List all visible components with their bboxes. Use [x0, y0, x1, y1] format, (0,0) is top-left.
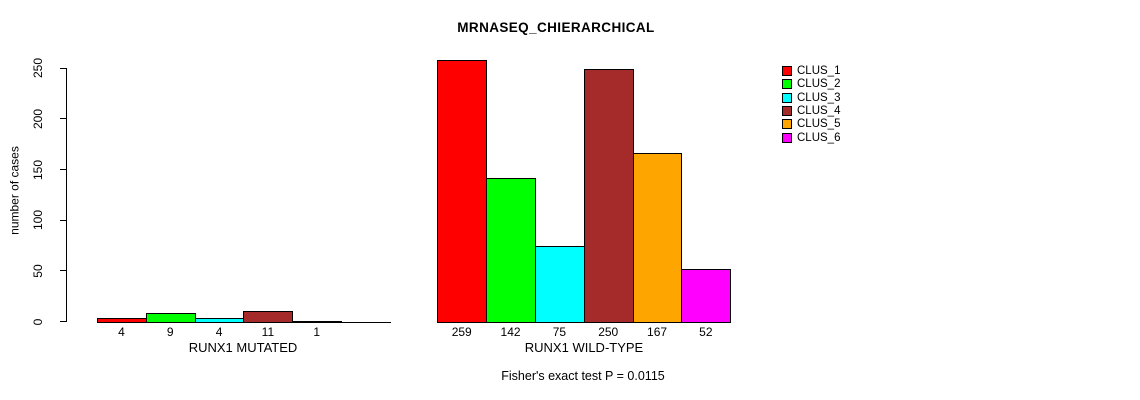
- bar-value-label: 259: [451, 324, 472, 339]
- x-axis-label-runx1-wild-type: RUNX1 WILD-TYPE: [524, 340, 644, 355]
- bar-clus_5: [632, 152, 683, 323]
- bar-value-label: 4: [118, 324, 125, 339]
- bar-clus_4: [583, 68, 634, 323]
- chart-title: MRNASEQ_CHIERARCHICAL: [457, 20, 655, 35]
- y-tick-label: 100: [31, 210, 45, 231]
- legend-label-clus_3: CLUS_3: [797, 91, 841, 104]
- x-axis-label-runx1-mutated: RUNX1 MUTATED: [188, 340, 298, 355]
- legend-swatch-clus_4: [782, 105, 792, 116]
- bar-value-label: 75: [552, 324, 567, 339]
- bar-value-label: 167: [647, 324, 668, 339]
- bar-value-label: 4: [215, 324, 223, 339]
- bar-clus_4: [243, 310, 294, 323]
- bar-clus_1: [97, 317, 147, 323]
- y-tick-label: 250: [31, 58, 45, 79]
- bar-value-label: 11: [261, 324, 275, 339]
- bar-value-label: 52: [699, 324, 713, 339]
- y-tick-mark: [59, 219, 67, 221]
- bar-value-label: 250: [598, 324, 619, 339]
- y-tick-label: 150: [31, 159, 45, 180]
- legend-label-clus_1: CLUS_1: [797, 65, 841, 77]
- bar-value-label: 9: [166, 324, 174, 339]
- bar-clus_3: [534, 245, 585, 323]
- y-tick-mark: [59, 118, 67, 120]
- legend-swatch-clus_1: [782, 66, 792, 76]
- legend-label-clus_4: CLUS_4: [797, 104, 841, 117]
- legend-label-clus_5: CLUS_5: [797, 118, 841, 131]
- legend-swatch-clus_6: [782, 132, 792, 143]
- legend-label-clus_2: CLUS_2: [797, 78, 841, 91]
- y-tick-label: 0: [31, 318, 45, 325]
- y-tick-label: 200: [31, 108, 45, 129]
- y-axis-line: [66, 68, 68, 322]
- bar-clus_1: [437, 59, 488, 323]
- y-tick-label: 50: [31, 264, 45, 278]
- y-tick-mark: [59, 320, 67, 323]
- bar-value-label: 1: [313, 324, 321, 339]
- bar-clus_2: [145, 312, 196, 323]
- bar-clus_2: [486, 177, 536, 323]
- bar-clus_6: [681, 268, 732, 323]
- bar-value-label: 142: [500, 324, 521, 339]
- y-axis-label: number of cases: [7, 146, 22, 235]
- legend-swatch-clus_2: [782, 79, 792, 90]
- y-tick-mark: [59, 270, 67, 272]
- bar-clus_5: [292, 320, 343, 323]
- bar-clus_3: [194, 317, 245, 323]
- legend-label-clus_6: CLUS_6: [797, 131, 841, 144]
- legend-swatch-clus_5: [782, 119, 792, 130]
- y-tick-mark: [59, 168, 67, 171]
- fisher-exact-test-annotation: Fisher's exact test P = 0.0115: [501, 369, 665, 383]
- legend-swatch-clus_3: [782, 92, 792, 103]
- y-tick-mark: [59, 67, 67, 69]
